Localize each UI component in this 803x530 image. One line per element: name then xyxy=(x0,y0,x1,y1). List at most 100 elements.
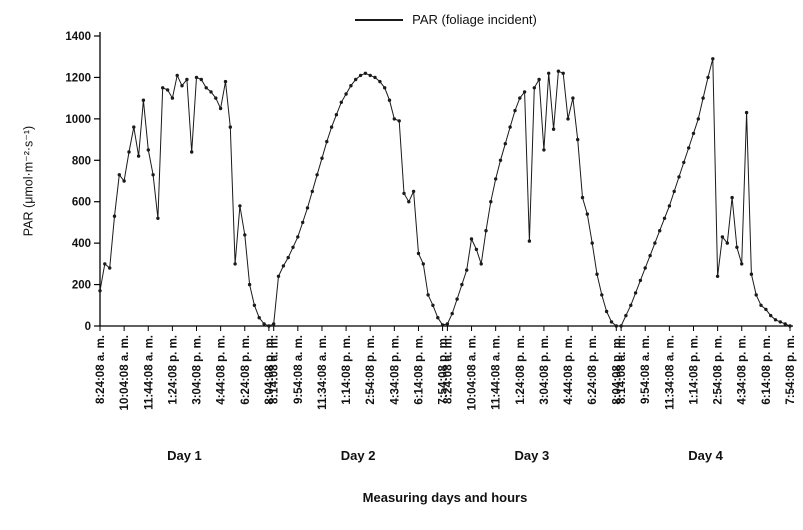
day-label: Day 3 xyxy=(515,448,550,463)
legend-label: PAR (foliage incident) xyxy=(412,12,537,27)
data-point-marker xyxy=(247,282,252,287)
data-point-marker xyxy=(329,125,334,129)
data-point-marker xyxy=(527,239,532,243)
x-tick-label: 8:04:08 p. m. xyxy=(611,335,623,405)
data-point-marker xyxy=(397,119,401,123)
x-tick-label: 11:34:08 a. m. xyxy=(664,335,676,410)
data-point-marker xyxy=(214,96,218,100)
data-point-marker xyxy=(209,90,213,94)
day-label: Day 2 xyxy=(341,448,376,463)
data-point-marker xyxy=(609,320,614,324)
data-point-marker xyxy=(730,195,734,200)
x-tick-label: 2:54:08 p. m. xyxy=(365,335,377,405)
data-point-marker xyxy=(744,110,749,115)
data-point-marker xyxy=(286,255,290,260)
data-point-marker xyxy=(151,173,155,177)
data-point-marker xyxy=(696,117,700,121)
data-point-marker xyxy=(494,177,498,181)
data-point-marker xyxy=(426,293,430,297)
x-tick-label: 7:54:08 p. m. xyxy=(438,335,450,405)
x-tick-label: 1:24:08 p. m. xyxy=(167,335,179,405)
data-point-marker xyxy=(378,79,382,84)
data-point-marker xyxy=(648,253,652,258)
data-point-marker xyxy=(122,179,126,183)
data-point-marker xyxy=(633,291,638,295)
data-point-marker xyxy=(112,214,117,218)
data-point-marker xyxy=(445,322,450,326)
data-point-marker xyxy=(127,150,131,154)
data-point-marker xyxy=(334,113,339,117)
data-point-marker xyxy=(194,75,199,80)
data-point-marker xyxy=(320,156,324,160)
data-point-marker xyxy=(108,266,112,270)
data-point-marker xyxy=(243,233,247,237)
x-tick-label: 8:14:08 a. m. xyxy=(269,335,281,404)
data-point-marker xyxy=(272,322,276,326)
data-point-marker xyxy=(165,88,170,92)
data-point-marker xyxy=(754,293,758,297)
data-point-marker xyxy=(315,173,319,177)
y-tick-label: 200 xyxy=(72,280,91,292)
data-point-marker xyxy=(349,84,353,88)
data-point-marker xyxy=(629,303,633,307)
data-point-marker xyxy=(542,148,546,152)
x-tick-label: 10:04:08 a. m. xyxy=(119,335,131,410)
data-point-marker xyxy=(117,173,122,177)
y-axis-title: PAR (μmol·m⁻²·s⁻¹) xyxy=(21,125,36,237)
data-point-marker xyxy=(749,272,754,276)
data-point-marker xyxy=(228,125,232,129)
data-point-marker xyxy=(773,318,778,322)
y-tick-label: 0 xyxy=(85,321,91,333)
data-point-marker xyxy=(701,96,705,100)
x-tick-label: 8:04:08 p. m. xyxy=(264,335,276,405)
data-point-marker xyxy=(421,262,425,266)
y-tick-label: 600 xyxy=(72,197,91,209)
data-point-marker xyxy=(711,57,715,61)
data-point-marker xyxy=(658,229,662,233)
data-point-marker xyxy=(411,189,416,194)
x-tick-label: 9:54:08 a. m. xyxy=(293,335,305,404)
data-point-marker xyxy=(508,125,512,129)
x-tick-label: 6:24:08 p. m. xyxy=(587,335,599,405)
data-point-marker xyxy=(764,307,768,312)
data-point-marker xyxy=(233,262,237,266)
data-point-marker xyxy=(653,241,657,245)
data-point-marker xyxy=(223,79,228,84)
data-point-marker xyxy=(465,268,469,272)
x-tick-label: 8:24:08 a. m. xyxy=(95,335,107,404)
data-point-marker xyxy=(600,293,604,297)
data-point-marker xyxy=(175,73,179,78)
data-point-marker xyxy=(262,322,266,326)
data-point-marker xyxy=(720,235,725,239)
data-point-marker xyxy=(532,86,536,90)
data-point-marker xyxy=(513,108,517,113)
data-point-marker xyxy=(469,237,474,241)
y-tick-label: 1400 xyxy=(65,31,91,43)
data-point-marker xyxy=(170,96,175,100)
data-point-marker xyxy=(455,297,459,301)
data-point-marker xyxy=(218,106,223,111)
data-point-marker xyxy=(325,139,329,144)
data-point-marker xyxy=(257,316,261,320)
data-point-marker xyxy=(522,90,527,94)
data-point-marker xyxy=(161,86,165,90)
x-tick-label: 4:34:08 p. m. xyxy=(389,335,401,405)
data-point-marker xyxy=(185,77,189,82)
y-tick-label: 1200 xyxy=(65,72,91,84)
data-point-marker xyxy=(769,313,773,318)
data-point-marker xyxy=(373,75,377,80)
legend-line-sample xyxy=(355,18,404,21)
x-tick-label: 1:24:08 p. m. xyxy=(515,335,527,405)
data-point-marker xyxy=(691,131,696,136)
data-point-marker xyxy=(590,241,594,245)
x-tick-label: 2:54:08 p. m. xyxy=(713,335,725,405)
x-tick-label: 9:54:08 a. m. xyxy=(640,335,652,404)
data-point-marker xyxy=(252,303,257,307)
data-point-marker xyxy=(556,69,561,73)
data-point-marker xyxy=(310,189,314,194)
data-point-marker xyxy=(706,75,710,80)
data-point-marker xyxy=(725,241,729,245)
x-tick-label: 8:24:08 a. m. xyxy=(442,335,454,404)
